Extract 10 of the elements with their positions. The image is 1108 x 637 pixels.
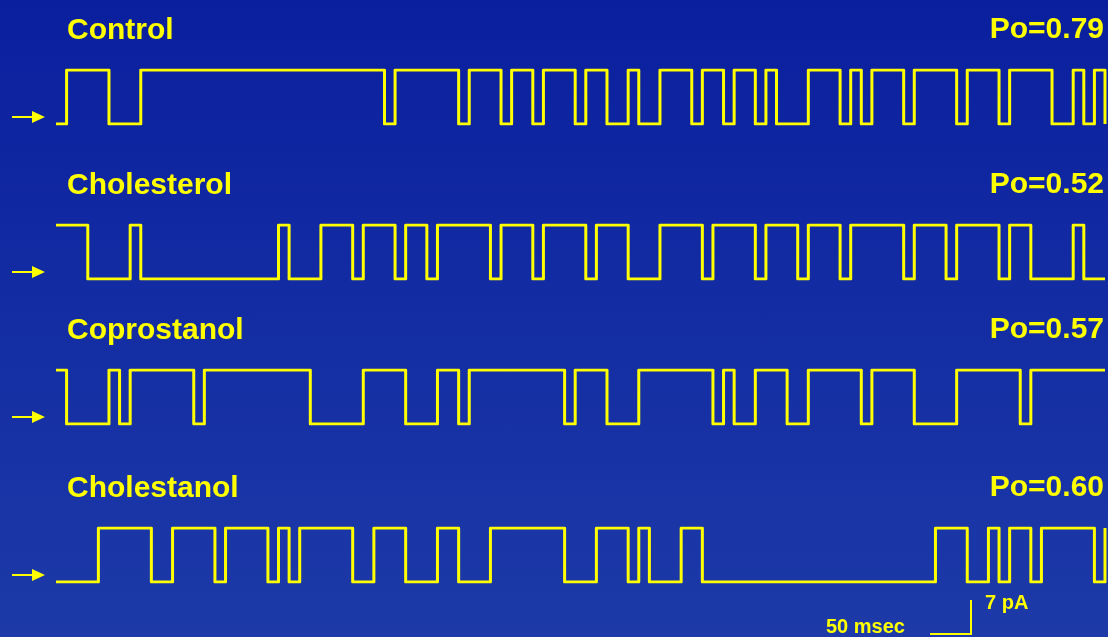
text: Po=0.79 (989, 10, 1105, 44)
text: Po=0.57 (989, 310, 1105, 344)
text: Po=0.52 (989, 165, 1105, 199)
chart-title: Cholesterol (67, 166, 233, 200)
text: 7 pA (985, 591, 1029, 613)
chart-title: Cholestanol (67, 469, 239, 503)
text: Po=0.60 (989, 468, 1105, 502)
chart-title: Control (67, 11, 174, 45)
text: 50 msec (826, 615, 905, 637)
chart-title: Coprostanol (67, 311, 244, 345)
